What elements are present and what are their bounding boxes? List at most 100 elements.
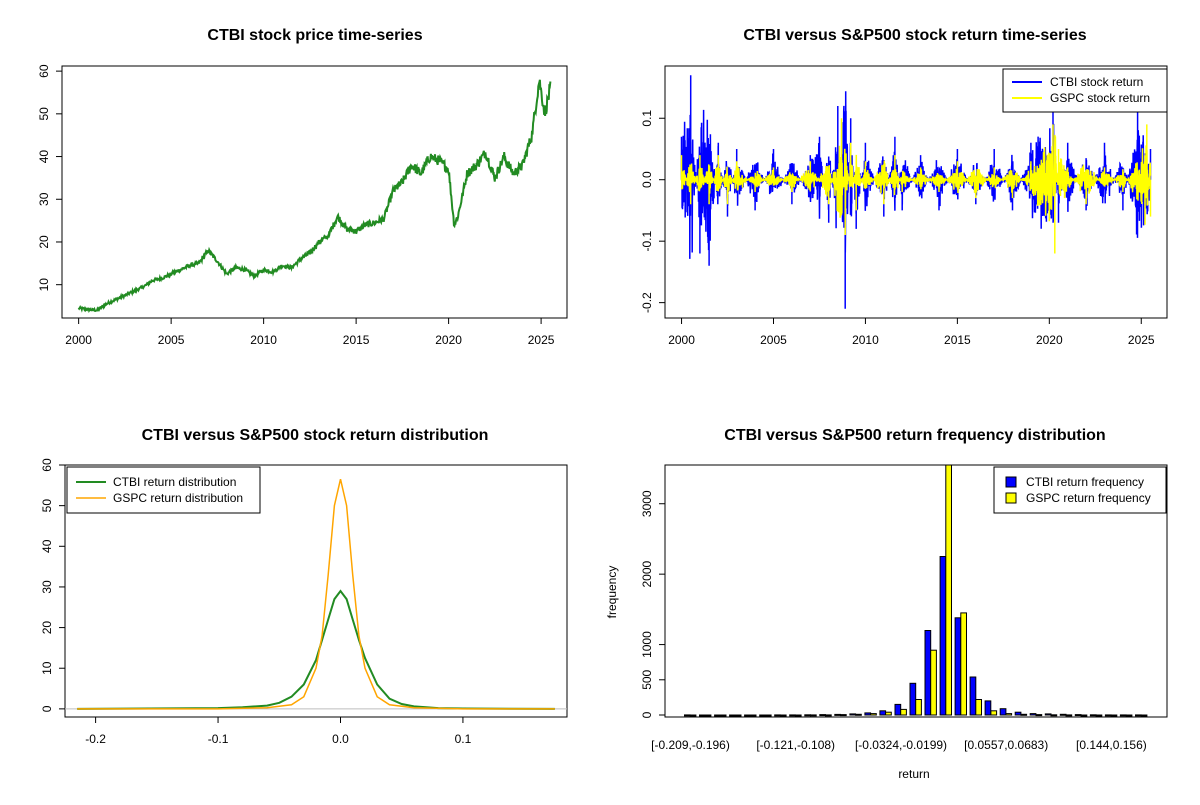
frequency-bar bbox=[714, 714, 721, 717]
frequency-bar bbox=[900, 708, 907, 716]
y-tick-label: 30 bbox=[37, 192, 51, 206]
x-tick-label: 2000 bbox=[65, 333, 92, 347]
price-line bbox=[77, 79, 552, 314]
x-tick-label: 2025 bbox=[528, 333, 555, 347]
x-tick-label: [-0.209,-0.196) bbox=[651, 738, 730, 752]
frequency-bar bbox=[1050, 714, 1058, 717]
return-legend-label-gspc: GSPC stock return bbox=[1050, 91, 1150, 105]
price-y-axis: 10 20 30 40 50 60 bbox=[37, 64, 62, 291]
y-tick-label: 50 bbox=[40, 499, 54, 513]
frequency-bar bbox=[930, 649, 937, 716]
return-chart-title: CTBI versus S&P500 stock return time-ser… bbox=[743, 27, 1086, 44]
frequency-chart: CTBI versus S&P500 return frequency dist… bbox=[605, 427, 1168, 781]
distribution-plot-box bbox=[64, 464, 568, 718]
x-tick-label: 2000 bbox=[668, 333, 695, 347]
x-tick-label: 2015 bbox=[944, 333, 971, 347]
frequency-y-axis: 0 500 1000 2000 3000 bbox=[640, 490, 665, 718]
frequency-bar bbox=[1065, 714, 1073, 717]
frequency-x-axis-label: return bbox=[898, 767, 929, 781]
frequency-bar bbox=[1125, 714, 1133, 717]
x-tick-label: 0.0 bbox=[332, 732, 349, 746]
frequency-bar bbox=[699, 714, 706, 717]
x-tick-label: [-0.0324,-0.0199) bbox=[855, 738, 947, 752]
y-tick-label: 60 bbox=[40, 458, 54, 472]
frequency-bar bbox=[855, 713, 862, 716]
price-chart: CTBI stock price time-series 2000 2005 201… bbox=[37, 27, 568, 347]
frequency-bar bbox=[885, 711, 892, 716]
y-tick-label: 500 bbox=[640, 669, 654, 689]
x-tick-label: [0.144,0.156) bbox=[1076, 738, 1147, 752]
frequency-bar bbox=[1005, 713, 1013, 716]
frequency-bar bbox=[1044, 713, 1052, 716]
distribution-chart: CTBI versus S&P500 stock return distribu… bbox=[40, 427, 568, 746]
frequency-bar bbox=[744, 714, 751, 717]
frequency-bar bbox=[789, 714, 796, 717]
frequency-bar bbox=[1059, 713, 1067, 716]
frequency-bar bbox=[794, 714, 802, 717]
return-x-axis: 2000 2005 2010 2015 2020 2025 bbox=[668, 318, 1155, 347]
frequency-bar bbox=[870, 713, 877, 716]
frequency-bars bbox=[684, 464, 1148, 717]
y-tick-label: 0.1 bbox=[640, 110, 654, 127]
x-tick-label: -0.1 bbox=[208, 732, 229, 746]
frequency-bar bbox=[954, 617, 962, 716]
y-tick-label: 2000 bbox=[640, 560, 654, 587]
frequency-bar bbox=[945, 464, 952, 716]
frequency-legend-label-gspc: GSPC return frequency bbox=[1026, 491, 1151, 505]
frequency-x-axis: [-0.209,-0.196) [-0.121,-0.108) [-0.0324,-… bbox=[651, 738, 1147, 752]
frequency-bar bbox=[689, 714, 697, 717]
gspc-return-line bbox=[680, 118, 1152, 254]
frequency-bar bbox=[779, 714, 787, 717]
frequency-bar bbox=[1074, 714, 1082, 717]
distribution-x-axis: -0.2 -0.1 0.0 0.1 bbox=[85, 717, 472, 746]
frequency-bar bbox=[1095, 714, 1103, 717]
frequency-bar bbox=[749, 714, 757, 717]
frequency-bar bbox=[834, 713, 841, 716]
frequency-bar bbox=[879, 710, 887, 716]
return-legend-box bbox=[1002, 68, 1168, 113]
frequency-bar bbox=[1089, 714, 1097, 717]
frequency-legend: CTBI return frequency GSPC return freque… bbox=[993, 466, 1167, 514]
y-tick-label: 20 bbox=[40, 621, 54, 635]
frequency-legend-label-ctbi: CTBI return frequency bbox=[1026, 475, 1144, 489]
frequency-bar bbox=[759, 714, 766, 717]
frequency-bar bbox=[924, 630, 932, 716]
frequency-legend-box bbox=[993, 466, 1167, 514]
frequency-legend-swatch-gspc bbox=[1005, 492, 1017, 504]
return-legend-label-ctbi: CTBI stock return bbox=[1050, 75, 1143, 89]
y-tick-label: 3000 bbox=[640, 490, 654, 517]
x-tick-label: 0.1 bbox=[455, 732, 472, 746]
frequency-bar bbox=[810, 714, 817, 717]
frequency-bar bbox=[1104, 714, 1112, 717]
frequency-bar bbox=[939, 556, 947, 716]
frequency-bar bbox=[984, 700, 992, 716]
y-tick-label: 0 bbox=[40, 705, 54, 712]
frequency-bar bbox=[764, 714, 772, 717]
frequency-bar bbox=[1014, 711, 1022, 716]
distribution-legend: CTBI return distribution GSPC return dis… bbox=[66, 466, 261, 514]
frequency-bar bbox=[915, 699, 922, 716]
distribution-y-axis: 0 10 20 30 40 50 60 bbox=[40, 458, 65, 712]
frequency-bar bbox=[774, 714, 781, 717]
frequency-bar bbox=[864, 712, 872, 716]
frequency-bar bbox=[1020, 713, 1028, 716]
x-tick-label: 2005 bbox=[158, 333, 185, 347]
price-x-axis: 2000 2005 2010 2015 2020 2025 bbox=[65, 318, 555, 347]
frequency-bar bbox=[1080, 714, 1088, 717]
distribution-legend-label-ctbi: CTBI return distribution bbox=[113, 475, 236, 489]
y-tick-label: 30 bbox=[40, 580, 54, 594]
x-tick-label: 2010 bbox=[250, 333, 277, 347]
gspc-density-line bbox=[77, 479, 555, 710]
frequency-bar bbox=[1029, 713, 1037, 716]
y-tick-label: 0 bbox=[640, 711, 654, 718]
y-tick-label: 10 bbox=[40, 661, 54, 675]
frequency-bar bbox=[729, 714, 736, 717]
frequency-bar bbox=[1110, 714, 1118, 717]
frequency-bar bbox=[960, 612, 967, 716]
x-tick-label: [-0.121,-0.108) bbox=[756, 738, 835, 752]
frequency-y-axis-label: frequency bbox=[605, 566, 619, 619]
y-tick-label: 20 bbox=[37, 235, 51, 249]
return-y-axis: -0.2 -0.1 0.0 0.1 bbox=[640, 110, 665, 313]
price-plot-box bbox=[61, 65, 568, 319]
frequency-bar bbox=[719, 714, 727, 717]
